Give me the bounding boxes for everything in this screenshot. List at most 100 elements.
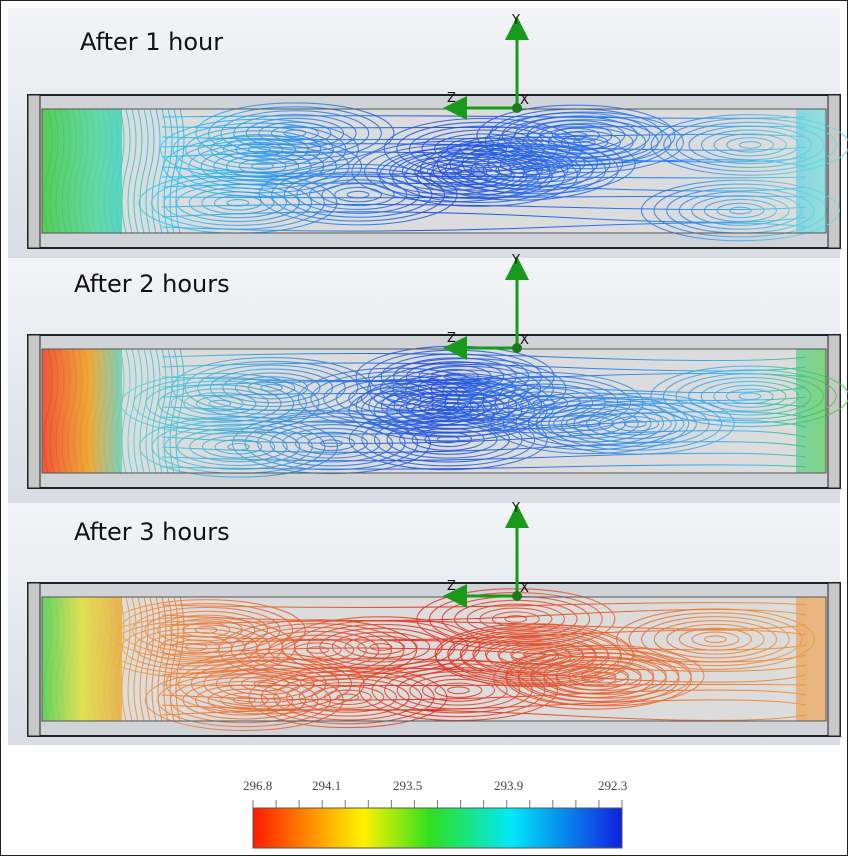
streamline <box>161 699 807 711</box>
streamline <box>161 419 807 435</box>
axis-label-z: Z <box>447 91 456 106</box>
axis-label-z: Z <box>447 579 456 594</box>
streamline <box>43 348 53 474</box>
streamline <box>207 106 382 161</box>
streamline <box>120 372 320 435</box>
streamline <box>161 159 807 175</box>
streamline <box>640 179 840 242</box>
streamline <box>573 138 596 147</box>
streamline <box>161 195 807 199</box>
streamline <box>161 683 807 687</box>
colorbar-label: 296.8 <box>243 778 272 793</box>
streamline <box>479 607 553 631</box>
streamline <box>623 419 647 428</box>
tank-wall <box>827 334 841 489</box>
colorbar-label: 293.5 <box>393 778 422 793</box>
streamline <box>678 191 803 230</box>
streamline <box>121 348 131 474</box>
streamline <box>79 596 89 722</box>
streamline <box>457 150 582 190</box>
streamline <box>91 348 101 474</box>
streamline <box>161 175 807 179</box>
axis-label-z: Z <box>447 331 456 346</box>
streamline <box>213 150 312 182</box>
panel-title: After 3 hours <box>74 518 230 546</box>
streamline <box>726 137 775 153</box>
streamline <box>161 689 807 701</box>
streamline <box>121 596 131 722</box>
streamline <box>650 114 848 176</box>
streamline <box>161 182 807 192</box>
streamline <box>738 141 762 149</box>
streamline <box>226 198 250 207</box>
streamline <box>133 108 143 234</box>
streamline <box>543 656 667 695</box>
panel: After 1 hour Y Z X <box>8 8 848 258</box>
streamline <box>662 369 837 424</box>
streamline <box>729 206 752 215</box>
streamline <box>73 108 83 234</box>
streamline <box>151 596 161 722</box>
streamline <box>79 108 89 234</box>
streamline <box>161 151 807 163</box>
streamline <box>159 118 359 181</box>
streamline <box>700 129 800 161</box>
streamline <box>161 362 807 372</box>
streamline <box>127 108 137 234</box>
colorbar-label: 292.3 <box>598 778 627 793</box>
streamline <box>161 402 807 412</box>
streamline <box>497 115 672 170</box>
streamline <box>195 395 244 412</box>
streamline <box>144 610 268 650</box>
streamline <box>91 108 101 234</box>
streamline <box>393 386 517 426</box>
streamline <box>161 115 807 119</box>
streamline <box>231 412 431 475</box>
streamline <box>434 133 533 165</box>
streamline <box>161 352 807 362</box>
streamline <box>161 430 807 444</box>
colorbar: 296.8 294.1 293.5 293.9 292.3 <box>243 778 627 849</box>
streamline <box>298 681 397 713</box>
streamline <box>419 139 619 201</box>
streamline <box>67 108 77 234</box>
streamline <box>151 108 161 234</box>
streamline <box>106 599 306 661</box>
axis-label-y: Y <box>511 13 520 28</box>
axis-label-y: Y <box>511 501 520 516</box>
streamline <box>161 411 807 423</box>
streamline <box>103 348 113 474</box>
flow-border <box>41 596 827 722</box>
streamline <box>691 195 790 226</box>
streamline <box>55 596 65 722</box>
streamline <box>49 348 59 474</box>
tank-wall <box>27 582 41 737</box>
streamline <box>49 596 59 722</box>
streamline <box>713 384 787 408</box>
streamline <box>169 618 243 642</box>
streamline <box>704 635 727 644</box>
streamline <box>109 108 119 234</box>
streamline <box>175 348 185 474</box>
streamline <box>447 686 470 695</box>
streamline <box>161 372 807 382</box>
streamline <box>473 637 597 676</box>
streamline <box>371 663 546 718</box>
streamline <box>540 407 639 439</box>
streamline <box>527 404 652 443</box>
streamline <box>245 117 345 149</box>
streamline <box>247 380 296 396</box>
streamline <box>115 348 125 474</box>
streamline <box>163 179 313 226</box>
streamline <box>183 392 257 416</box>
colorbar-label: 293.9 <box>494 778 523 793</box>
streamline <box>258 163 458 226</box>
streamline <box>517 648 692 703</box>
streamline <box>628 612 803 667</box>
streamline <box>201 435 276 459</box>
streamline <box>121 108 131 234</box>
streamline <box>241 675 290 692</box>
streamline <box>178 656 353 711</box>
